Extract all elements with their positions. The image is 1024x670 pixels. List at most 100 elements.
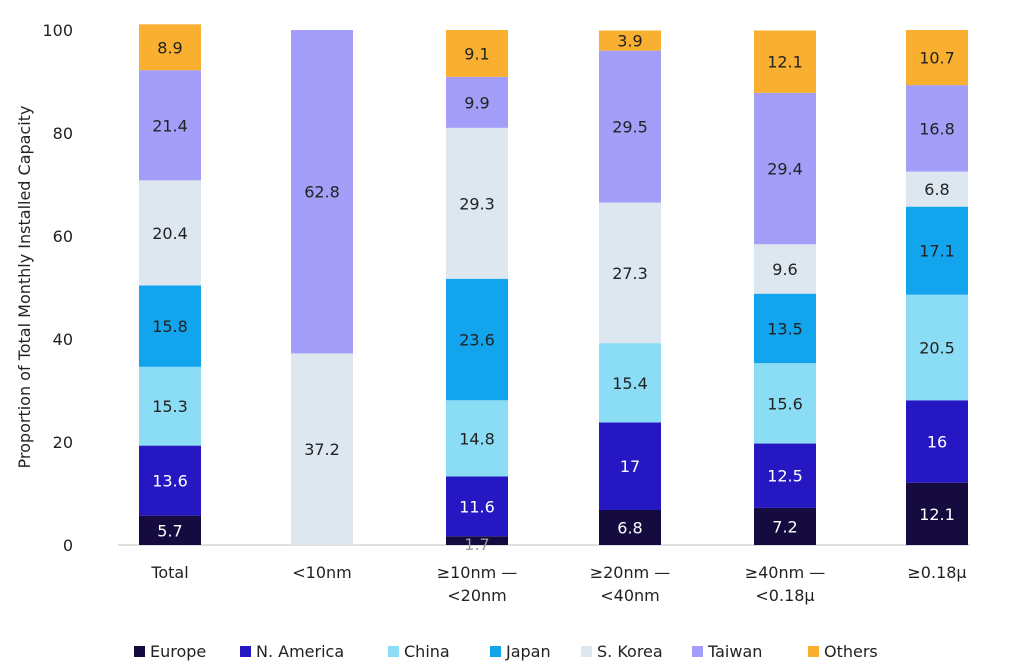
legend-label: N. America bbox=[256, 642, 344, 661]
data-label: 16.8 bbox=[919, 119, 955, 138]
data-label: 7.2 bbox=[772, 517, 797, 536]
bar-segment-others bbox=[754, 30, 816, 93]
bar-segment-taiwan bbox=[139, 70, 201, 181]
legend-swatch bbox=[692, 646, 703, 657]
x-tick-label: ≥20nm — bbox=[590, 563, 671, 582]
legend-swatch bbox=[388, 646, 399, 657]
bar-segment-n-america bbox=[599, 422, 661, 510]
x-tick-label: ≥10nm — bbox=[437, 563, 518, 582]
bar-segment-japan bbox=[139, 285, 201, 367]
legend-swatch bbox=[581, 646, 592, 657]
data-label: 9.6 bbox=[772, 260, 797, 279]
data-label: 6.8 bbox=[617, 518, 642, 537]
data-label: 17.1 bbox=[919, 242, 955, 261]
data-label: 20.4 bbox=[152, 224, 188, 243]
data-label: 17 bbox=[620, 457, 640, 476]
legend-label: Japan bbox=[505, 642, 551, 661]
data-label: 10.7 bbox=[919, 49, 955, 68]
data-label: 6.8 bbox=[924, 180, 949, 199]
data-label: 29.5 bbox=[612, 118, 648, 137]
data-label: 5.7 bbox=[157, 521, 182, 540]
bar-segment-europe bbox=[139, 515, 201, 545]
legend-label: Others bbox=[824, 642, 878, 661]
x-tick-label: <10nm bbox=[292, 563, 352, 582]
data-label: 21.4 bbox=[152, 116, 188, 135]
bar-segment-taiwan bbox=[446, 76, 508, 128]
legend-swatch bbox=[490, 646, 501, 657]
y-tick-label: 80 bbox=[53, 124, 73, 143]
data-label: 11.6 bbox=[459, 497, 495, 516]
data-label: 14.8 bbox=[459, 429, 495, 448]
y-tick-label: 0 bbox=[63, 536, 73, 555]
bar-segment-europe bbox=[446, 536, 508, 545]
legend-item-taiwan: Taiwan bbox=[692, 642, 762, 661]
bar-segment-s-korea bbox=[291, 353, 353, 545]
data-label: 1.7 bbox=[464, 535, 489, 554]
y-tick-label: 60 bbox=[53, 227, 73, 246]
legend-item-others: Others bbox=[808, 642, 878, 661]
data-label: 15.6 bbox=[767, 394, 803, 413]
x-tick-label: ≥0.18μ bbox=[907, 563, 966, 582]
legend-swatch bbox=[808, 646, 819, 657]
data-label: 16 bbox=[927, 432, 947, 451]
bar-segment-china bbox=[599, 343, 661, 423]
bar-segment-china bbox=[139, 366, 201, 446]
bar-segment-europe bbox=[599, 509, 661, 545]
legend-label: Europe bbox=[150, 642, 206, 661]
legend-item-japan: Japan bbox=[490, 642, 551, 661]
bar-segment-s-korea bbox=[754, 244, 816, 294]
bar-segment-others bbox=[139, 24, 201, 71]
data-label: 29.3 bbox=[459, 194, 495, 213]
data-label: 13.5 bbox=[767, 319, 803, 338]
bar-segment-s-korea bbox=[139, 180, 201, 286]
data-label: 13.6 bbox=[152, 472, 188, 491]
legend-label: S. Korea bbox=[597, 642, 663, 661]
data-label: 27.3 bbox=[612, 264, 648, 283]
bar-segment-taiwan bbox=[599, 50, 661, 203]
bar-segment-n-america bbox=[446, 476, 508, 537]
x-tick-label: <40nm bbox=[600, 586, 660, 605]
data-label: 9.1 bbox=[464, 44, 489, 63]
data-label: 9.9 bbox=[464, 93, 489, 112]
y-tick-label: 100 bbox=[42, 21, 73, 40]
y-tick-label: 40 bbox=[53, 330, 73, 349]
legend-swatch bbox=[240, 646, 251, 657]
bar-segment-taiwan bbox=[291, 30, 353, 354]
legend-item-europe: Europe bbox=[134, 642, 206, 661]
bar-segment-others bbox=[906, 30, 968, 86]
data-label: 20.5 bbox=[919, 338, 955, 357]
bar-segment-s-korea bbox=[599, 202, 661, 344]
bar-segment-s-korea bbox=[906, 171, 968, 207]
bar-segment-n-america bbox=[139, 445, 201, 516]
y-axis-label: Proportion of Total Monthly Installed Ca… bbox=[15, 106, 34, 469]
legend-item-n-america: N. America bbox=[240, 642, 344, 661]
x-tick-label: <20nm bbox=[447, 586, 507, 605]
data-label: 23.6 bbox=[459, 331, 495, 350]
bar-segment-china bbox=[906, 294, 968, 401]
bar-segment-china bbox=[754, 363, 816, 444]
y-tick-label: 20 bbox=[53, 433, 73, 452]
bar-segment-china bbox=[446, 400, 508, 477]
x-tick-label: Total bbox=[150, 563, 188, 582]
data-label: 15.3 bbox=[152, 397, 188, 416]
data-label: 3.9 bbox=[617, 32, 642, 51]
bar-segment-others bbox=[446, 30, 508, 77]
bar-segment-japan bbox=[754, 293, 816, 364]
legend-item-s-korea: S. Korea bbox=[581, 642, 663, 661]
bar-segment-s-korea bbox=[446, 127, 508, 279]
bar-segment-europe bbox=[754, 507, 816, 545]
bar-segment-taiwan bbox=[906, 85, 968, 172]
data-label: 12.5 bbox=[767, 467, 803, 486]
data-label: 62.8 bbox=[304, 183, 340, 202]
legend-item-china: China bbox=[388, 642, 450, 661]
data-label: 15.8 bbox=[152, 317, 188, 336]
legend-label: Taiwan bbox=[707, 642, 762, 661]
bar-segment-japan bbox=[446, 278, 508, 401]
x-tick-label: ≥40nm — bbox=[745, 563, 826, 582]
data-label: 8.9 bbox=[157, 38, 182, 57]
data-label: 29.4 bbox=[767, 160, 803, 179]
legend-swatch bbox=[134, 646, 145, 657]
bar-segment-others bbox=[599, 30, 661, 51]
data-label: 12.1 bbox=[767, 53, 803, 72]
